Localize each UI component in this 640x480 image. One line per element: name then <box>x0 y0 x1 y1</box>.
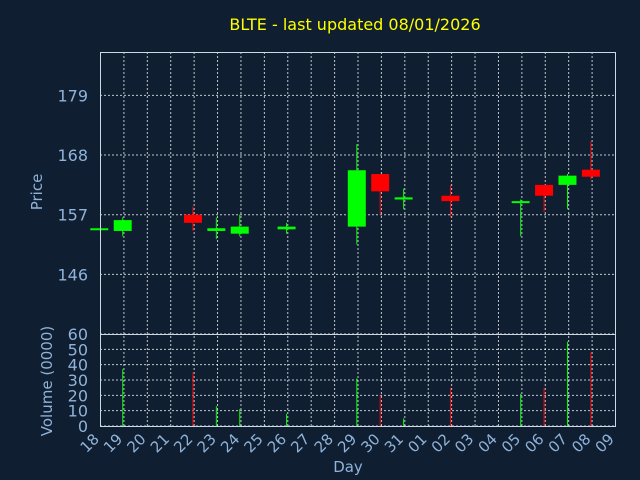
volume-tick-label: 30 <box>68 371 88 390</box>
candle-body <box>230 226 249 234</box>
day-tick-label: 27 <box>287 430 313 456</box>
day-tick-label: 23 <box>194 430 220 456</box>
candle-body <box>394 197 413 200</box>
day-tick-label: 02 <box>428 430 454 456</box>
volume-tick-label: 0 <box>78 417 88 436</box>
volume-axis-label: Volume (0000) <box>38 326 56 436</box>
day-tick-label: 20 <box>123 430 149 456</box>
day-tick-label: 21 <box>147 430 173 456</box>
candle-body <box>511 201 530 204</box>
candle-body <box>207 228 226 231</box>
price-tick-label: 168 <box>57 146 88 165</box>
volume-tick-label: 50 <box>68 340 88 359</box>
candle-body <box>277 226 296 230</box>
day-tick-label: 22 <box>170 430 196 456</box>
chart-title: BLTE - last updated 08/01/2026 <box>229 15 480 34</box>
candle-body <box>558 175 577 185</box>
day-tick-label: 09 <box>592 430 618 456</box>
day-tick-label: 01 <box>404 430 430 456</box>
marks-layer <box>90 141 600 426</box>
candle-body <box>90 228 109 231</box>
candle-body <box>347 170 366 227</box>
day-tick-label: 26 <box>264 430 290 456</box>
volume-plot-frame <box>100 334 616 427</box>
candle-body <box>535 184 554 196</box>
ticks-layer: 1461571681790102030405060181920212223242… <box>57 86 617 456</box>
day-tick-label: 31 <box>381 430 407 456</box>
candle-body <box>441 195 460 202</box>
candle-body <box>371 174 390 192</box>
day-tick-label: 03 <box>451 430 477 456</box>
grid-layer <box>100 52 616 427</box>
day-tick-label: 19 <box>100 430 126 456</box>
price-tick-label: 179 <box>57 86 88 105</box>
price-axis-label: Price <box>28 174 46 211</box>
candle-body <box>183 214 202 223</box>
volume-tick-label: 60 <box>68 325 88 344</box>
day-tick-label: 07 <box>545 430 571 456</box>
day-tick-label: 06 <box>521 430 547 456</box>
day-tick-label: 05 <box>498 430 524 456</box>
frame-layer <box>100 52 616 427</box>
day-tick-label: 08 <box>568 430 594 456</box>
price-tick-label: 157 <box>57 206 88 225</box>
volume-tick-label: 40 <box>68 356 88 375</box>
volume-tick-label: 20 <box>68 386 88 405</box>
volume-tick-label: 10 <box>68 402 88 421</box>
price-tick-label: 146 <box>57 265 88 284</box>
day-tick-label: 04 <box>475 430 501 456</box>
day-tick-label: 30 <box>358 430 384 456</box>
candle-body <box>113 220 132 231</box>
day-tick-label: 24 <box>217 430 243 456</box>
day-tick-label: 28 <box>311 430 337 456</box>
day-axis-label: Day <box>333 458 363 476</box>
day-tick-label: 29 <box>334 430 360 456</box>
candle-body <box>581 169 600 177</box>
day-tick-label: 25 <box>240 430 266 456</box>
